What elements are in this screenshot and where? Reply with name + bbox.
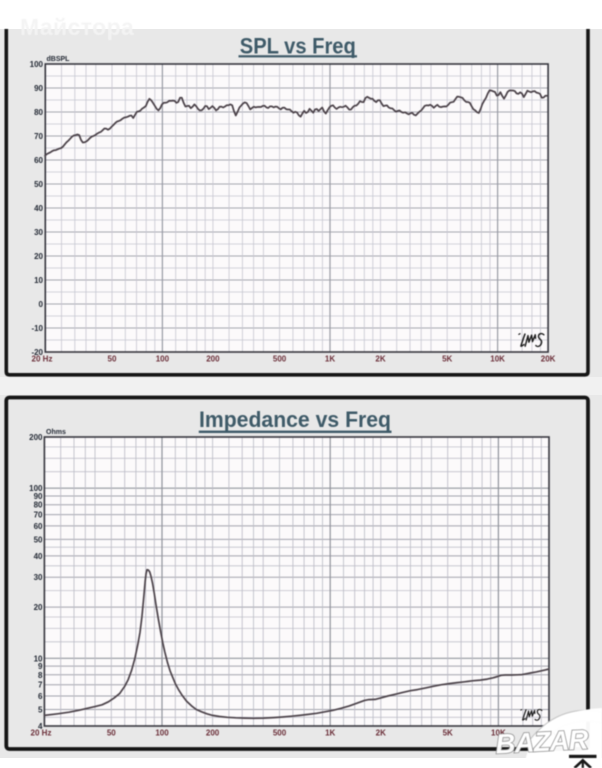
svg-text:BAZAR: BAZAR: [495, 724, 590, 760]
svg-text:30: 30: [34, 573, 43, 582]
svg-text:7: 7: [38, 681, 43, 690]
svg-text:50: 50: [34, 535, 43, 544]
svg-text:90: 90: [34, 84, 43, 93]
svg-text:2K: 2K: [375, 355, 385, 364]
svg-text:1K: 1K: [325, 355, 335, 364]
svg-text:20K: 20K: [541, 355, 556, 364]
svg-text:500: 500: [273, 355, 287, 364]
svg-text:100: 100: [156, 355, 170, 364]
svg-text:-10: -10: [31, 324, 43, 333]
svg-text:50: 50: [34, 180, 43, 189]
svg-text:5K: 5K: [442, 355, 452, 364]
svg-text:20 Hz: 20 Hz: [32, 355, 53, 364]
svg-text:10K: 10K: [491, 729, 506, 738]
svg-text:500: 500: [273, 729, 287, 738]
svg-text:70: 70: [34, 132, 43, 141]
svg-text:100: 100: [29, 484, 43, 493]
svg-text:40: 40: [34, 204, 43, 213]
svg-text:80: 80: [34, 108, 43, 117]
svg-text:100: 100: [155, 729, 169, 738]
svg-text:-20: -20: [31, 348, 43, 357]
svg-text:200: 200: [206, 729, 220, 738]
svg-text:90: 90: [34, 492, 43, 501]
svg-text:5: 5: [38, 706, 43, 715]
svg-text:6: 6: [38, 692, 43, 701]
svg-text:20: 20: [34, 603, 43, 612]
svg-text:70: 70: [34, 511, 43, 520]
svg-text:1K: 1K: [325, 729, 335, 738]
svg-text:Майстора: Майстора: [20, 14, 134, 40]
svg-text:40: 40: [34, 552, 43, 561]
svg-text:9: 9: [38, 662, 43, 671]
svg-text:60: 60: [34, 522, 43, 531]
svg-text:SPL vs Freq: SPL vs Freq: [240, 33, 356, 58]
svg-text:2K: 2K: [376, 729, 386, 738]
svg-text:8: 8: [38, 671, 43, 680]
svg-text:5K: 5K: [443, 729, 453, 738]
svg-text:10K: 10K: [490, 355, 505, 364]
svg-text:100: 100: [30, 60, 44, 69]
svg-text:50: 50: [107, 729, 116, 738]
svg-text:50: 50: [108, 355, 117, 364]
svg-text:80: 80: [34, 501, 43, 510]
svg-text:20: 20: [34, 252, 43, 261]
svg-text:4: 4: [38, 722, 43, 731]
svg-text:dBSPL: dBSPL: [47, 56, 71, 63]
svg-text:200: 200: [206, 355, 220, 364]
svg-text:20 Hz: 20 Hz: [31, 729, 52, 738]
svg-text:30: 30: [34, 228, 43, 237]
svg-text:60: 60: [34, 156, 43, 165]
svg-text:200: 200: [29, 433, 43, 442]
svg-text:Ohms: Ohms: [46, 429, 66, 436]
svg-text:10: 10: [34, 276, 43, 285]
svg-text:10: 10: [34, 654, 43, 663]
svg-text:0: 0: [39, 300, 44, 309]
svg-text:Impedance vs Freq: Impedance vs Freq: [199, 407, 391, 432]
